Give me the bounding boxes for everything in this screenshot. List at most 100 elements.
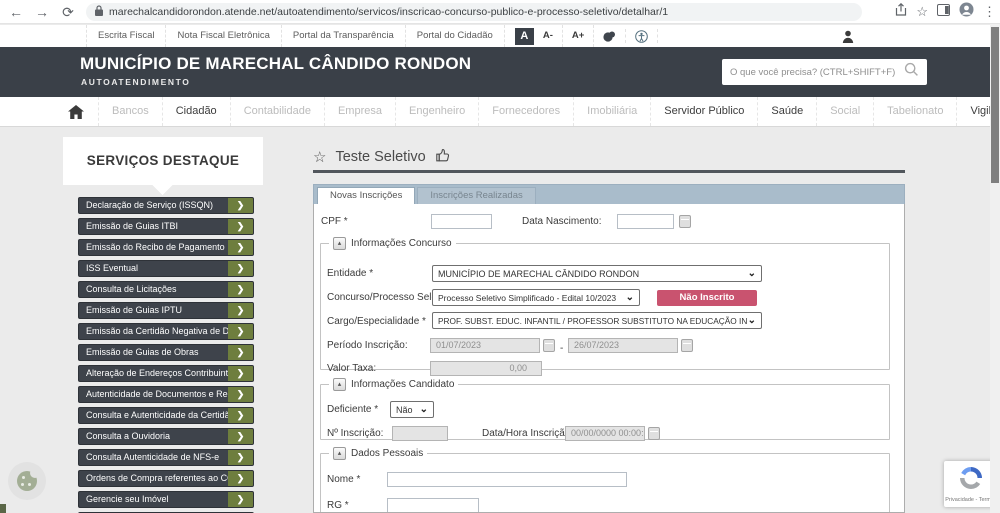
tab-inscricoes-realizadas[interactable]: Inscrições Realizadas bbox=[417, 187, 536, 204]
font-decrease-button[interactable]: A- bbox=[534, 25, 563, 47]
service-autenticidade-nfse[interactable]: Consulta Autenticidade de NFS-e ❯ bbox=[78, 449, 254, 466]
recaptcha-icon bbox=[958, 467, 984, 495]
chevron-right-icon: ❯ bbox=[228, 366, 253, 381]
rg-input[interactable] bbox=[387, 498, 479, 512]
like-thumb-icon[interactable] bbox=[435, 148, 450, 167]
cookie-consent-button[interactable] bbox=[8, 462, 46, 500]
share-icon[interactable] bbox=[895, 2, 907, 21]
service-label: Ordens de Compra referentes ao COVI.. bbox=[86, 473, 228, 483]
search-input[interactable] bbox=[730, 66, 904, 78]
recaptcha-label: Privacidade - Termos bbox=[945, 497, 997, 503]
chevron-right-icon: ❯ bbox=[228, 303, 253, 318]
inscricao-label: Nº Inscrição: bbox=[327, 428, 384, 439]
side-panel-icon[interactable] bbox=[937, 3, 950, 21]
collapse-icon[interactable]: ▴ bbox=[333, 378, 346, 391]
chevron-down-icon: ⌄ bbox=[747, 267, 756, 279]
nav-servidor-publico[interactable]: Servidor Público bbox=[651, 97, 759, 126]
service-label: ISS Eventual bbox=[86, 263, 139, 273]
link-portal-cidadao[interactable]: Portal do Cidadão bbox=[406, 25, 505, 47]
service-autenticidade-docs[interactable]: Autenticidade de Documentos e Relat.. ❯ bbox=[78, 386, 254, 403]
page-scrollbar[interactable] bbox=[990, 24, 1000, 513]
accessibility-icon[interactable] bbox=[626, 29, 659, 43]
scrollbar-thumb[interactable] bbox=[991, 27, 999, 183]
contrast-icon[interactable] bbox=[594, 29, 627, 43]
reload-icon[interactable]: ⟳ bbox=[62, 4, 74, 20]
deficiente-select[interactable]: Não ⌄ bbox=[390, 401, 434, 418]
service-declaracao-issqn[interactable]: Declaração de Serviço (ISSQN) ❯ bbox=[78, 197, 254, 214]
service-recibo-pagamento[interactable]: Emissão do Recibo de Pagamento ❯ bbox=[78, 239, 254, 256]
nav-contabilidade[interactable]: Contabilidade bbox=[231, 97, 325, 126]
recaptcha-badge[interactable]: Privacidade - Termos bbox=[944, 461, 998, 507]
site-search[interactable] bbox=[722, 59, 927, 85]
datahora-label: Data/Hora Inscrição: bbox=[482, 428, 574, 439]
birth-input[interactable] bbox=[617, 214, 674, 229]
menu-kebab-icon[interactable]: ⋮ bbox=[983, 4, 996, 19]
cpf-input[interactable] bbox=[431, 214, 492, 229]
service-guias-iptu[interactable]: Emissão de Guias IPTU ❯ bbox=[78, 302, 254, 319]
nav-tabelionato[interactable]: Tabelionato bbox=[874, 97, 958, 126]
datahora-input: 00/00/0000 00:00:0 bbox=[565, 426, 645, 441]
chevron-right-icon: ❯ bbox=[228, 282, 253, 297]
service-certidao-negativa[interactable]: Emissão da Certidão Negativa de Débi..❯ bbox=[78, 323, 254, 340]
calendar-icon bbox=[681, 339, 693, 352]
nav-imobiliaria[interactable]: Imobiliária bbox=[574, 97, 652, 126]
chevron-right-icon: ❯ bbox=[228, 471, 253, 486]
cargo-select[interactable]: PROF. SUBST. EDUC. INFANTIL / PROFESSOR … bbox=[432, 312, 762, 329]
service-ouvidoria[interactable]: Consulta a Ouvidoria ❯ bbox=[78, 428, 254, 445]
fieldset-legend: Dados Pessoais bbox=[351, 448, 424, 459]
entidade-select[interactable]: MUNICÍPIO DE MARECHAL CÂNDIDO RONDON ⌄ bbox=[432, 265, 762, 282]
service-label: Emissão do Recibo de Pagamento bbox=[86, 242, 225, 252]
service-licitacoes[interactable]: Consulta de Licitações ❯ bbox=[78, 281, 254, 298]
bookmark-star-icon[interactable]: ☆ bbox=[916, 4, 928, 19]
taxa-input: 0,00 bbox=[430, 361, 542, 376]
forward-icon[interactable]: → bbox=[35, 4, 49, 20]
browser-toolbar: ← → ⟳ marechalcandidorondon.atende.net/a… bbox=[0, 0, 1000, 24]
service-iss-eventual[interactable]: ISS Eventual ❯ bbox=[78, 260, 254, 277]
calendar-icon bbox=[648, 427, 660, 440]
portal-subtitle: AUTOATENDIMENTO bbox=[81, 77, 191, 87]
service-guias-itbi[interactable]: Emissão de Guias ITBI ❯ bbox=[78, 218, 254, 235]
calendar-icon[interactable] bbox=[679, 215, 691, 228]
service-label: Alteração de Endereços Contribuinte bbox=[86, 368, 228, 378]
service-ordens-compra-covid[interactable]: Ordens de Compra referentes ao COVI..❯ bbox=[78, 470, 254, 487]
nav-bancos[interactable]: Bancos bbox=[98, 97, 163, 126]
link-nota-fiscal[interactable]: Nota Fiscal Eletrônica bbox=[166, 25, 282, 47]
service-label: Gerencie seu Imóvel bbox=[86, 494, 169, 504]
tab-novas-inscricoes[interactable]: Novas Inscrições bbox=[317, 187, 416, 204]
search-icon[interactable] bbox=[904, 62, 919, 82]
service-gerencie-imovel[interactable]: Gerencie seu Imóvel ❯ bbox=[78, 491, 254, 508]
service-alteracao-enderecos[interactable]: Alteração de Endereços Contribuinte ❯ bbox=[78, 365, 254, 382]
nav-social[interactable]: Social bbox=[817, 97, 875, 126]
link-transparencia[interactable]: Portal da Transparência bbox=[282, 25, 406, 47]
nav-engenheiro[interactable]: Engenheiro bbox=[396, 97, 480, 126]
collapse-icon[interactable]: ▴ bbox=[333, 447, 346, 460]
home-icon[interactable] bbox=[68, 104, 84, 119]
rg-label: RG * bbox=[327, 500, 349, 511]
user-icon[interactable] bbox=[842, 30, 854, 48]
chevron-right-icon: ❯ bbox=[228, 198, 253, 213]
chevron-right-icon: ❯ bbox=[228, 387, 253, 402]
calendar-icon bbox=[543, 339, 555, 352]
chevron-right-icon: ❯ bbox=[228, 345, 253, 360]
concurso-select[interactable]: Processo Seletivo Simplificado - Edital … bbox=[432, 289, 640, 306]
nav-saude[interactable]: Saúde bbox=[758, 97, 818, 126]
service-label: Consulta a Ouvidoria bbox=[86, 431, 171, 441]
link-escrita-fiscal[interactable]: Escrita Fiscal bbox=[86, 25, 167, 47]
font-increase-button[interactable]: A+ bbox=[563, 25, 595, 47]
nome-input[interactable] bbox=[387, 472, 627, 487]
favorite-star-icon[interactable]: ☆ bbox=[313, 149, 327, 166]
back-icon[interactable]: ← bbox=[9, 4, 23, 20]
address-bar[interactable]: marechalcandidorondon.atende.net/autoate… bbox=[86, 3, 862, 21]
cargo-value: PROF. SUBST. EDUC. INFANTIL / PROFESSOR … bbox=[438, 315, 748, 326]
fieldset-dados-pessoais: ▴ Dados Pessoais Nome * RG * bbox=[320, 447, 890, 512]
nav-empresa[interactable]: Empresa bbox=[325, 97, 396, 126]
deficiente-label: Deficiente * bbox=[327, 404, 379, 415]
chevron-right-icon: ❯ bbox=[228, 408, 253, 423]
service-guias-obras[interactable]: Emissão de Guias de Obras ❯ bbox=[78, 344, 254, 361]
nav-cidadao[interactable]: Cidadão bbox=[163, 97, 231, 126]
profile-avatar[interactable] bbox=[959, 2, 974, 22]
collapse-icon[interactable]: ▴ bbox=[333, 237, 346, 250]
nav-fornecedores[interactable]: Fornecedores bbox=[479, 97, 575, 126]
font-default-button[interactable]: A bbox=[514, 27, 534, 45]
service-autenticidade-certidao[interactable]: Consulta e Autenticidade da Certidão .. ❯ bbox=[78, 407, 254, 424]
